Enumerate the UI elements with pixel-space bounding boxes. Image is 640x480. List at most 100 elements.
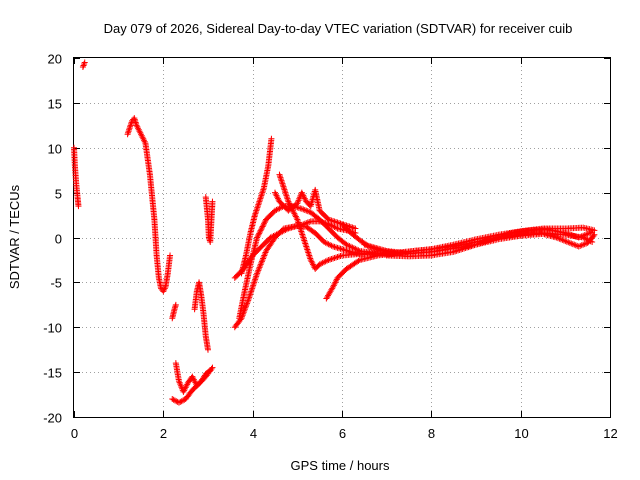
data-point	[330, 282, 337, 289]
data-point	[254, 268, 261, 275]
data-point	[343, 241, 350, 248]
series-sat-m	[276, 171, 390, 272]
data-point	[258, 224, 265, 231]
data-point	[566, 239, 573, 246]
data-point	[257, 261, 264, 268]
data-point	[333, 277, 340, 284]
data-point	[474, 241, 481, 248]
data-point	[80, 62, 87, 69]
data-point	[277, 229, 284, 236]
data-point	[355, 257, 362, 264]
data-point	[274, 194, 281, 201]
data-point	[486, 236, 493, 243]
data-point	[586, 230, 593, 237]
data-point	[587, 229, 594, 236]
x-tick-label: 10	[514, 426, 528, 441]
data-point	[352, 245, 359, 252]
data-point	[260, 222, 267, 229]
y-tick-label: 20	[48, 52, 62, 67]
data-point	[575, 234, 582, 241]
data-point	[175, 399, 182, 406]
data-point	[304, 208, 311, 215]
data-point	[172, 301, 179, 308]
data-point	[291, 210, 298, 217]
data-point	[139, 134, 146, 141]
data-point	[171, 397, 178, 404]
data-point	[141, 138, 148, 145]
data-point	[205, 346, 211, 353]
data-point	[306, 218, 313, 225]
data-point	[293, 215, 300, 222]
data-point	[553, 234, 560, 241]
data-point	[477, 240, 484, 247]
data-point	[353, 246, 360, 253]
data-point	[282, 227, 289, 234]
data-point	[322, 258, 329, 265]
y-tick-label: -20	[43, 411, 62, 426]
data-point	[349, 244, 356, 251]
data-point	[274, 230, 281, 237]
data-point	[316, 261, 323, 268]
data-point	[181, 385, 188, 392]
data-point	[255, 267, 262, 274]
data-point	[75, 203, 82, 210]
data-point	[190, 375, 197, 382]
data-point	[261, 220, 268, 227]
data-point	[272, 232, 278, 239]
data-point	[583, 231, 590, 238]
data-point	[256, 228, 263, 235]
data-point	[577, 242, 584, 249]
data-point	[572, 242, 579, 249]
series-sat-c	[124, 115, 174, 295]
data-point	[173, 398, 180, 405]
data-point	[254, 270, 261, 277]
data-point	[562, 238, 569, 245]
data-point	[577, 233, 584, 240]
x-tick-label: 0	[71, 426, 78, 441]
data-point	[292, 212, 299, 219]
data-point	[554, 235, 561, 242]
data-point	[136, 128, 143, 135]
grid	[74, 58, 610, 417]
data-point	[272, 207, 278, 214]
x-tick-label: 6	[339, 426, 346, 441]
data-point	[556, 235, 563, 242]
data-point	[243, 301, 250, 308]
data-point	[301, 195, 308, 202]
data-point	[575, 243, 582, 250]
data-point	[140, 137, 147, 144]
data-point	[279, 228, 286, 235]
data-point	[346, 243, 353, 250]
data-point	[161, 285, 168, 292]
data-point	[242, 303, 249, 310]
data-point	[255, 231, 262, 238]
data-point	[483, 238, 490, 245]
data-point	[273, 206, 280, 213]
data-point	[330, 283, 337, 290]
data-point	[170, 396, 177, 403]
data-point	[580, 232, 587, 239]
data-point	[81, 59, 88, 66]
data-point	[273, 231, 280, 238]
data-point	[134, 123, 141, 130]
data-point	[276, 205, 283, 212]
data-point	[258, 258, 265, 265]
data-point	[206, 368, 213, 375]
data-point	[257, 227, 264, 234]
data-point	[135, 126, 142, 133]
data-point	[81, 60, 88, 67]
series-sat-n	[272, 186, 359, 232]
series-sat-a	[71, 144, 82, 210]
series-sat-k	[238, 135, 275, 277]
data-point	[181, 387, 188, 394]
series-sat-f	[172, 360, 214, 395]
data-point	[292, 213, 299, 220]
data-point	[557, 236, 564, 243]
data-point	[344, 242, 351, 249]
data-point	[578, 242, 585, 249]
data-point	[484, 237, 491, 244]
data-point	[347, 243, 354, 250]
data-point	[267, 234, 274, 241]
data-point	[590, 232, 597, 239]
data-point	[332, 279, 339, 286]
